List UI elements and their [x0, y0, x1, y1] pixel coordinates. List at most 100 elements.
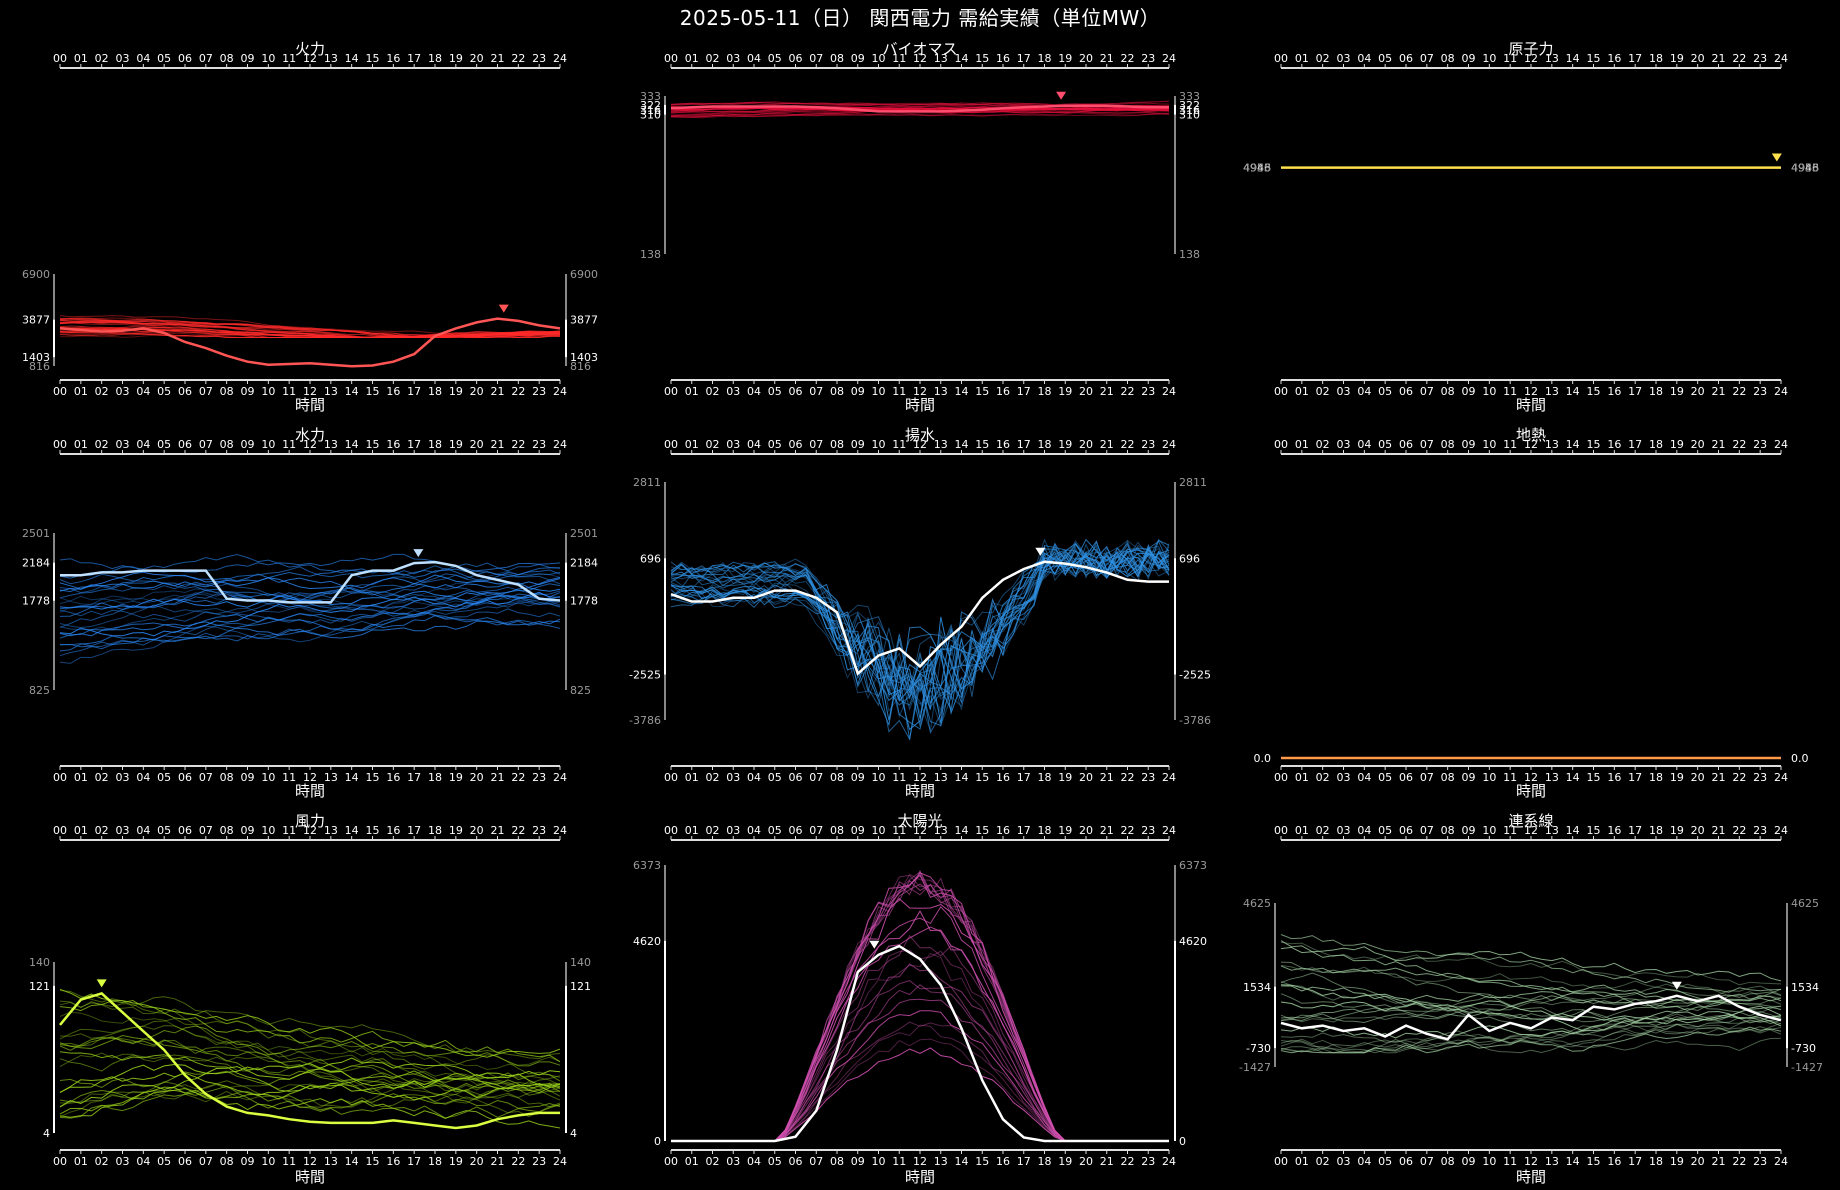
- x-tick-label: 22: [1732, 824, 1746, 837]
- x-tick-label: 03: [116, 824, 130, 837]
- x-tick-label: 23: [1753, 385, 1767, 398]
- series-line: [59, 1017, 561, 1086]
- x-tick-label: 15: [366, 824, 380, 837]
- today-line: [59, 317, 561, 368]
- x-tick-label: 07: [1420, 1155, 1434, 1168]
- x-tick-label: 04: [747, 771, 761, 784]
- series-line: [59, 1025, 561, 1067]
- series-line: [1280, 946, 1782, 982]
- x-tick-label: 18: [1649, 438, 1663, 451]
- x-tick-label: 01: [74, 771, 88, 784]
- y-tick-label: 4938: [1791, 162, 1819, 175]
- x-tick-label: 05: [157, 824, 171, 837]
- x-tick-label: 02: [706, 385, 720, 398]
- y-tick-label: -3786: [629, 714, 661, 727]
- y-tick-label: -3786: [1179, 714, 1211, 727]
- x-axis-label: 時間: [295, 396, 325, 414]
- x-tick-label: 02: [95, 385, 109, 398]
- x-tick-label: 07: [809, 52, 823, 65]
- x-tick-label: 11: [892, 771, 906, 784]
- series-line: [59, 1091, 561, 1119]
- x-tick-label: 10: [261, 771, 275, 784]
- x-tick-label: 17: [407, 385, 421, 398]
- x-tick-label: 14: [1566, 771, 1580, 784]
- x-tick-label: 03: [116, 438, 130, 451]
- x-tick-label: 14: [345, 824, 359, 837]
- x-tick-label: 04: [1357, 824, 1371, 837]
- x-tick-label: 11: [1503, 771, 1517, 784]
- y-tick-label: 0: [654, 1135, 661, 1148]
- x-tick-label: 18: [1038, 771, 1052, 784]
- x-tick-label: 19: [449, 385, 463, 398]
- x-tick-label: 14: [1566, 1155, 1580, 1168]
- y-tick-label: 4946: [1243, 162, 1271, 175]
- y-tick-label: 2501: [22, 527, 50, 540]
- y-tick-label: 4955: [1243, 162, 1271, 175]
- y-tick-label: 6900: [22, 268, 50, 281]
- series-line: [59, 591, 561, 612]
- series-line: [671, 112, 1170, 118]
- series-line: [1280, 941, 1782, 986]
- x-tick-label: 03: [726, 438, 740, 451]
- x-tick-label: 20: [1079, 824, 1093, 837]
- x-tick-label: 03: [726, 52, 740, 65]
- x-tick-label: 24: [553, 771, 567, 784]
- x-tick-label: 24: [1162, 1155, 1176, 1168]
- x-tick-label: 16: [1607, 52, 1621, 65]
- x-tick-label: 13: [324, 385, 338, 398]
- x-tick-label: 16: [1607, 824, 1621, 837]
- x-tick-label: 09: [241, 385, 255, 398]
- y-tick-label: 310: [640, 109, 661, 122]
- x-tick-label: 02: [95, 771, 109, 784]
- x-tick-label: 14: [1566, 824, 1580, 837]
- series-line: [1280, 1010, 1782, 1039]
- x-tick-label: 11: [1503, 385, 1517, 398]
- x-tick-label: 22: [511, 771, 525, 784]
- y-tick-label: 825: [29, 684, 50, 697]
- today-line: [1280, 994, 1782, 1041]
- series-line: [671, 1047, 1169, 1142]
- x-tick-label: 00: [664, 824, 678, 837]
- series-line: [1280, 1023, 1782, 1054]
- x-tick-label: 00: [664, 771, 678, 784]
- x-tick-label: 00: [1274, 824, 1288, 837]
- y-tick-label: 2184: [570, 557, 598, 570]
- x-tick-label: 06: [1399, 1155, 1413, 1168]
- x-tick-label: 18: [1649, 771, 1663, 784]
- series-line: [671, 871, 1169, 1142]
- series-line: [59, 571, 561, 592]
- x-tick-label: 22: [1732, 1155, 1746, 1168]
- series-line: [59, 1066, 561, 1108]
- x-tick-label: 05: [1378, 824, 1392, 837]
- y-tick-label: 1534: [1791, 981, 1819, 994]
- series-line: [670, 545, 1170, 741]
- x-tick-label: 04: [747, 438, 761, 451]
- chart-panel-6: 地熱 00 01 02 03 04 05 06 07 08 09 10 11 12 13 14 15 16 17 18…: [1254, 426, 1809, 800]
- x-tick-label: 20: [1691, 52, 1705, 65]
- x-tick-label: 22: [511, 824, 525, 837]
- x-tick-label: 21: [1712, 771, 1726, 784]
- today-line: [60, 560, 561, 604]
- x-tick-label: 14: [1566, 438, 1580, 451]
- x-tick-label: 07: [1420, 771, 1434, 784]
- x-tick-label: 07: [809, 1155, 823, 1168]
- x-tick-label: 07: [199, 52, 213, 65]
- x-tick-label: 24: [553, 1155, 567, 1168]
- x-tick-label: 01: [1295, 438, 1309, 451]
- x-tick-label: 17: [1628, 771, 1642, 784]
- x-tick-label: 12: [1524, 438, 1538, 451]
- y-tick-label: -2525: [629, 669, 661, 682]
- y-tick-label: 4625: [1791, 897, 1819, 910]
- x-tick-label: 16: [386, 824, 400, 837]
- page-title: 2025-05-11（日） 関西電力 需給実績（単位MW）: [679, 6, 1161, 30]
- x-tick-label: 00: [53, 1155, 67, 1168]
- x-tick-label: 23: [1141, 385, 1155, 398]
- x-tick-label: 04: [1357, 1155, 1371, 1168]
- x-tick-label: 06: [1399, 385, 1413, 398]
- series-line: [671, 984, 1169, 1142]
- x-tick-label: 11: [892, 824, 906, 837]
- x-tick-label: 20: [470, 438, 484, 451]
- x-tick-label: 05: [157, 771, 171, 784]
- series-line: [1280, 1007, 1782, 1031]
- x-tick-label: 09: [1462, 52, 1476, 65]
